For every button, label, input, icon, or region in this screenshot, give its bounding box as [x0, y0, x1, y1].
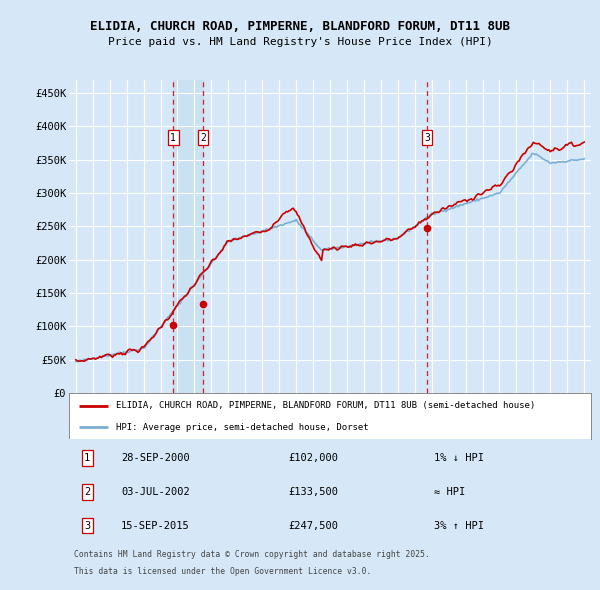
- Text: ≈ HPI: ≈ HPI: [434, 487, 466, 497]
- Text: 3: 3: [424, 133, 430, 143]
- Text: £247,500: £247,500: [288, 521, 338, 531]
- Text: Price paid vs. HM Land Registry's House Price Index (HPI): Price paid vs. HM Land Registry's House …: [107, 38, 493, 47]
- Text: 1: 1: [84, 453, 91, 463]
- Text: 2: 2: [200, 133, 206, 143]
- Bar: [173, 80, 203, 393]
- Text: 15-SEP-2015: 15-SEP-2015: [121, 521, 190, 531]
- Text: £102,000: £102,000: [288, 453, 338, 463]
- Text: ELIDIA, CHURCH ROAD, PIMPERNE, BLANDFORD FORUM, DT11 8UB (semi-detached house): ELIDIA, CHURCH ROAD, PIMPERNE, BLANDFORD…: [116, 401, 535, 411]
- Text: 1% ↓ HPI: 1% ↓ HPI: [434, 453, 484, 463]
- Text: 28-SEP-2000: 28-SEP-2000: [121, 453, 190, 463]
- Text: 1: 1: [170, 133, 176, 143]
- Text: 03-JUL-2002: 03-JUL-2002: [121, 487, 190, 497]
- Text: This data is licensed under the Open Government Licence v3.0.: This data is licensed under the Open Gov…: [74, 568, 371, 576]
- Text: HPI: Average price, semi-detached house, Dorset: HPI: Average price, semi-detached house,…: [116, 423, 368, 432]
- Text: 3: 3: [84, 521, 91, 531]
- Text: 2: 2: [84, 487, 91, 497]
- Text: Contains HM Land Registry data © Crown copyright and database right 2025.: Contains HM Land Registry data © Crown c…: [74, 550, 430, 559]
- Text: ELIDIA, CHURCH ROAD, PIMPERNE, BLANDFORD FORUM, DT11 8UB: ELIDIA, CHURCH ROAD, PIMPERNE, BLANDFORD…: [90, 20, 510, 33]
- Text: £133,500: £133,500: [288, 487, 338, 497]
- Text: 3% ↑ HPI: 3% ↑ HPI: [434, 521, 484, 531]
